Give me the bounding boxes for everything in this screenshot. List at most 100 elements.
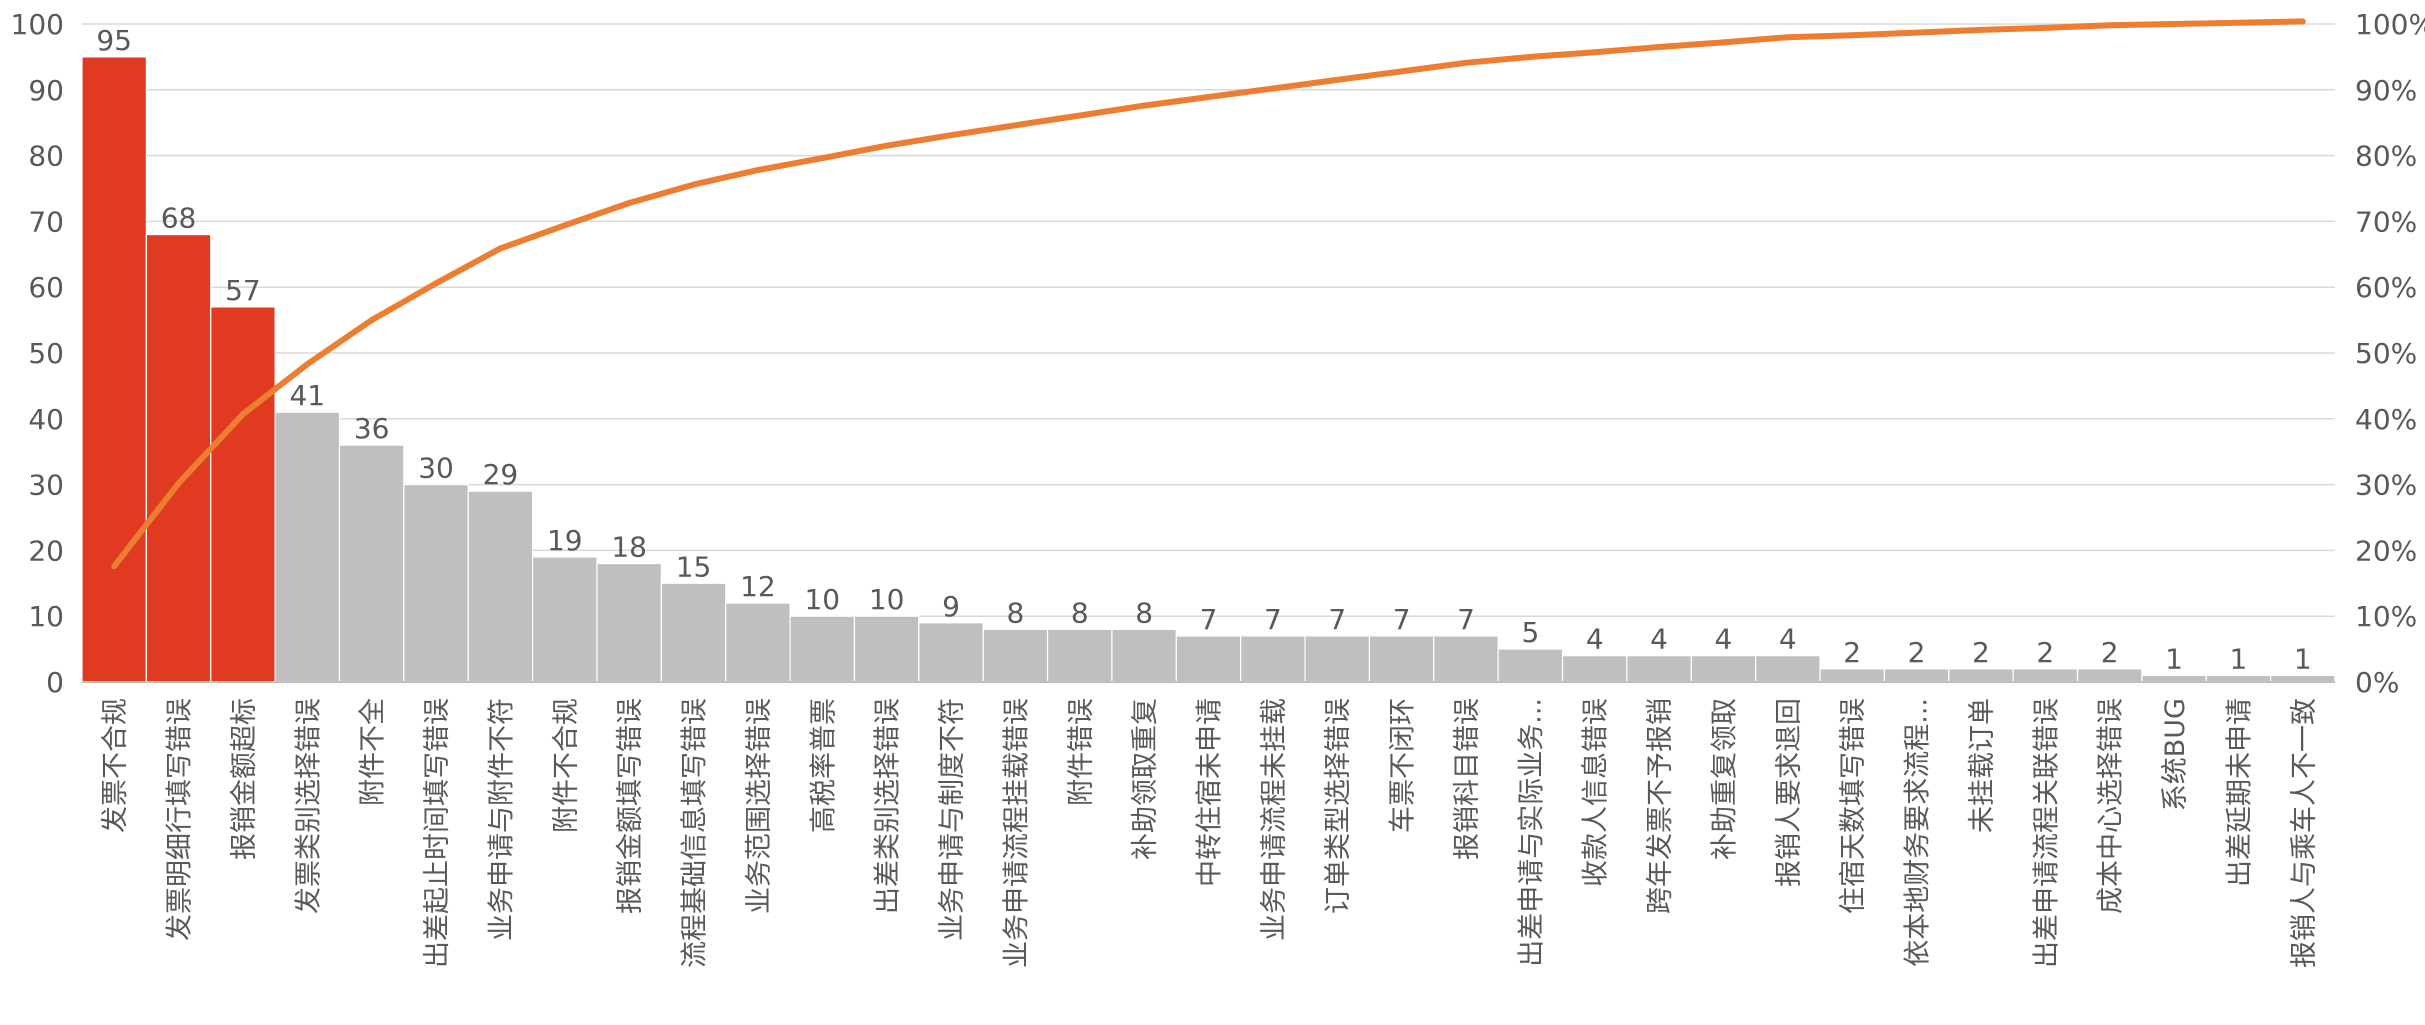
right-axis-ticks: 0% 10% 20% 30% 40% 50% 60% 70% 80% 90% 100% <box>2355 8 2425 699</box>
bar <box>274 411 341 683</box>
y-tick-label: 20 <box>28 534 64 567</box>
data-label: 2 <box>1843 636 1861 669</box>
category-label: 订单类型选择错误 <box>1323 698 1354 914</box>
data-label: 4 <box>1715 623 1733 656</box>
bar <box>1046 628 1113 683</box>
data-label: 29 <box>483 458 519 491</box>
category-label: 业务申请流程未挂载 <box>1259 698 1290 941</box>
category-label: 业务范围选择错误 <box>744 698 775 914</box>
category-label: 报销金额填写错误 <box>615 698 646 914</box>
bar <box>1819 668 1885 683</box>
category-label: 出差申请与实际业务... <box>1516 698 1547 967</box>
bar <box>1883 668 1950 683</box>
bar <box>789 615 856 683</box>
data-label: 15 <box>676 550 712 583</box>
y2-tick-label: 50% <box>2355 337 2417 370</box>
data-label: 19 <box>547 524 583 557</box>
category-label: 出差申请流程关联错误 <box>2031 698 2062 968</box>
bar <box>531 556 598 683</box>
data-label: 4 <box>1586 623 1604 656</box>
data-label: 4 <box>1650 623 1668 656</box>
bar <box>1111 628 1177 683</box>
category-label: 补助领取重复 <box>1130 698 1161 860</box>
category-label: 未挂载订单 <box>1967 698 1998 833</box>
data-label: 4 <box>1779 623 1797 656</box>
data-label: 57 <box>225 274 261 307</box>
y-tick-label: 40 <box>28 403 64 436</box>
category-label: 发票明细行填写错误 <box>165 698 196 941</box>
bar <box>210 306 276 683</box>
bar <box>1561 655 1628 683</box>
bar <box>1240 635 1306 683</box>
category-label: 流程基础信息填写错误 <box>680 698 711 968</box>
y-tick-label: 80 <box>28 140 64 173</box>
category-label: 系统BUG <box>2160 698 2191 811</box>
data-label: 7 <box>1328 603 1346 636</box>
category-label: 依本地财务要求流程... <box>1903 698 1934 967</box>
data-label: 7 <box>1457 603 1475 636</box>
data-label: 12 <box>740 570 776 603</box>
category-label: 中转住宿未申请 <box>1195 698 1226 887</box>
bars <box>81 56 2336 683</box>
data-label: 2 <box>2036 636 2054 669</box>
bar <box>1755 655 1821 683</box>
bar <box>660 582 727 683</box>
category-label: 附件错误 <box>1066 698 1097 806</box>
data-label: 7 <box>1200 603 1218 636</box>
category-label: 出差延期未申请 <box>2224 698 2255 887</box>
category-label: 报销人与乘车人不一致 <box>2289 698 2320 968</box>
category-label: 发票类别选择错误 <box>293 698 324 914</box>
category-label: 跨年发票不予报销 <box>1645 698 1676 914</box>
category-label: 报销金额超标 <box>229 698 260 860</box>
data-label: 7 <box>1393 603 1411 636</box>
data-label: 5 <box>1521 616 1539 649</box>
data-label: 1 <box>2230 642 2248 675</box>
y-tick-label: 100 <box>11 8 64 41</box>
data-label: 2 <box>1908 636 1926 669</box>
data-label: 8 <box>1135 596 1153 629</box>
y-tick-label: 0 <box>46 666 64 699</box>
category-label: 附件不合规 <box>551 698 582 833</box>
bar <box>2012 668 2079 683</box>
data-label: 18 <box>611 531 647 564</box>
data-label: 36 <box>354 412 390 445</box>
data-label: 2 <box>1972 636 1990 669</box>
bar <box>1368 635 1435 683</box>
category-label: 成本中心选择错误 <box>2096 698 2127 914</box>
y2-tick-label: 80% <box>2355 140 2417 173</box>
bar <box>1690 655 1757 683</box>
bar <box>338 444 405 683</box>
y2-tick-label: 20% <box>2355 534 2417 567</box>
bar <box>596 562 662 683</box>
bar <box>1433 635 1499 683</box>
category-label: 业务申请与附件不符 <box>486 698 517 941</box>
data-label: 8 <box>1006 596 1024 629</box>
bar <box>918 622 984 683</box>
y-tick-label: 90 <box>28 74 64 107</box>
data-label: 7 <box>1264 603 1282 636</box>
bar <box>1304 635 1371 683</box>
data-label: 95 <box>96 24 132 57</box>
data-label: 1 <box>2165 642 2183 675</box>
y2-tick-label: 70% <box>2355 205 2417 238</box>
data-label: 2 <box>2101 636 2119 669</box>
category-label: 报销人要求退回 <box>1774 698 1805 887</box>
bar <box>725 602 791 683</box>
bar <box>2076 668 2143 683</box>
y-tick-label: 10 <box>28 600 64 633</box>
y2-tick-label: 10% <box>2355 600 2417 633</box>
category-label: 附件不全 <box>358 698 389 806</box>
data-label: 68 <box>161 202 197 235</box>
y2-tick-label: 0% <box>2355 666 2399 699</box>
bar <box>982 628 1049 683</box>
cumulative-line <box>111 18 2306 570</box>
data-label: 41 <box>289 379 325 412</box>
bar <box>853 615 920 683</box>
y-tick-label: 50 <box>28 337 64 370</box>
y-tick-label: 60 <box>28 271 64 304</box>
bar <box>1626 655 1692 683</box>
category-label: 出差起止时间填写错误 <box>422 698 453 968</box>
category-label: 发票不合规 <box>100 698 131 833</box>
data-label: 1 <box>2294 642 2312 675</box>
